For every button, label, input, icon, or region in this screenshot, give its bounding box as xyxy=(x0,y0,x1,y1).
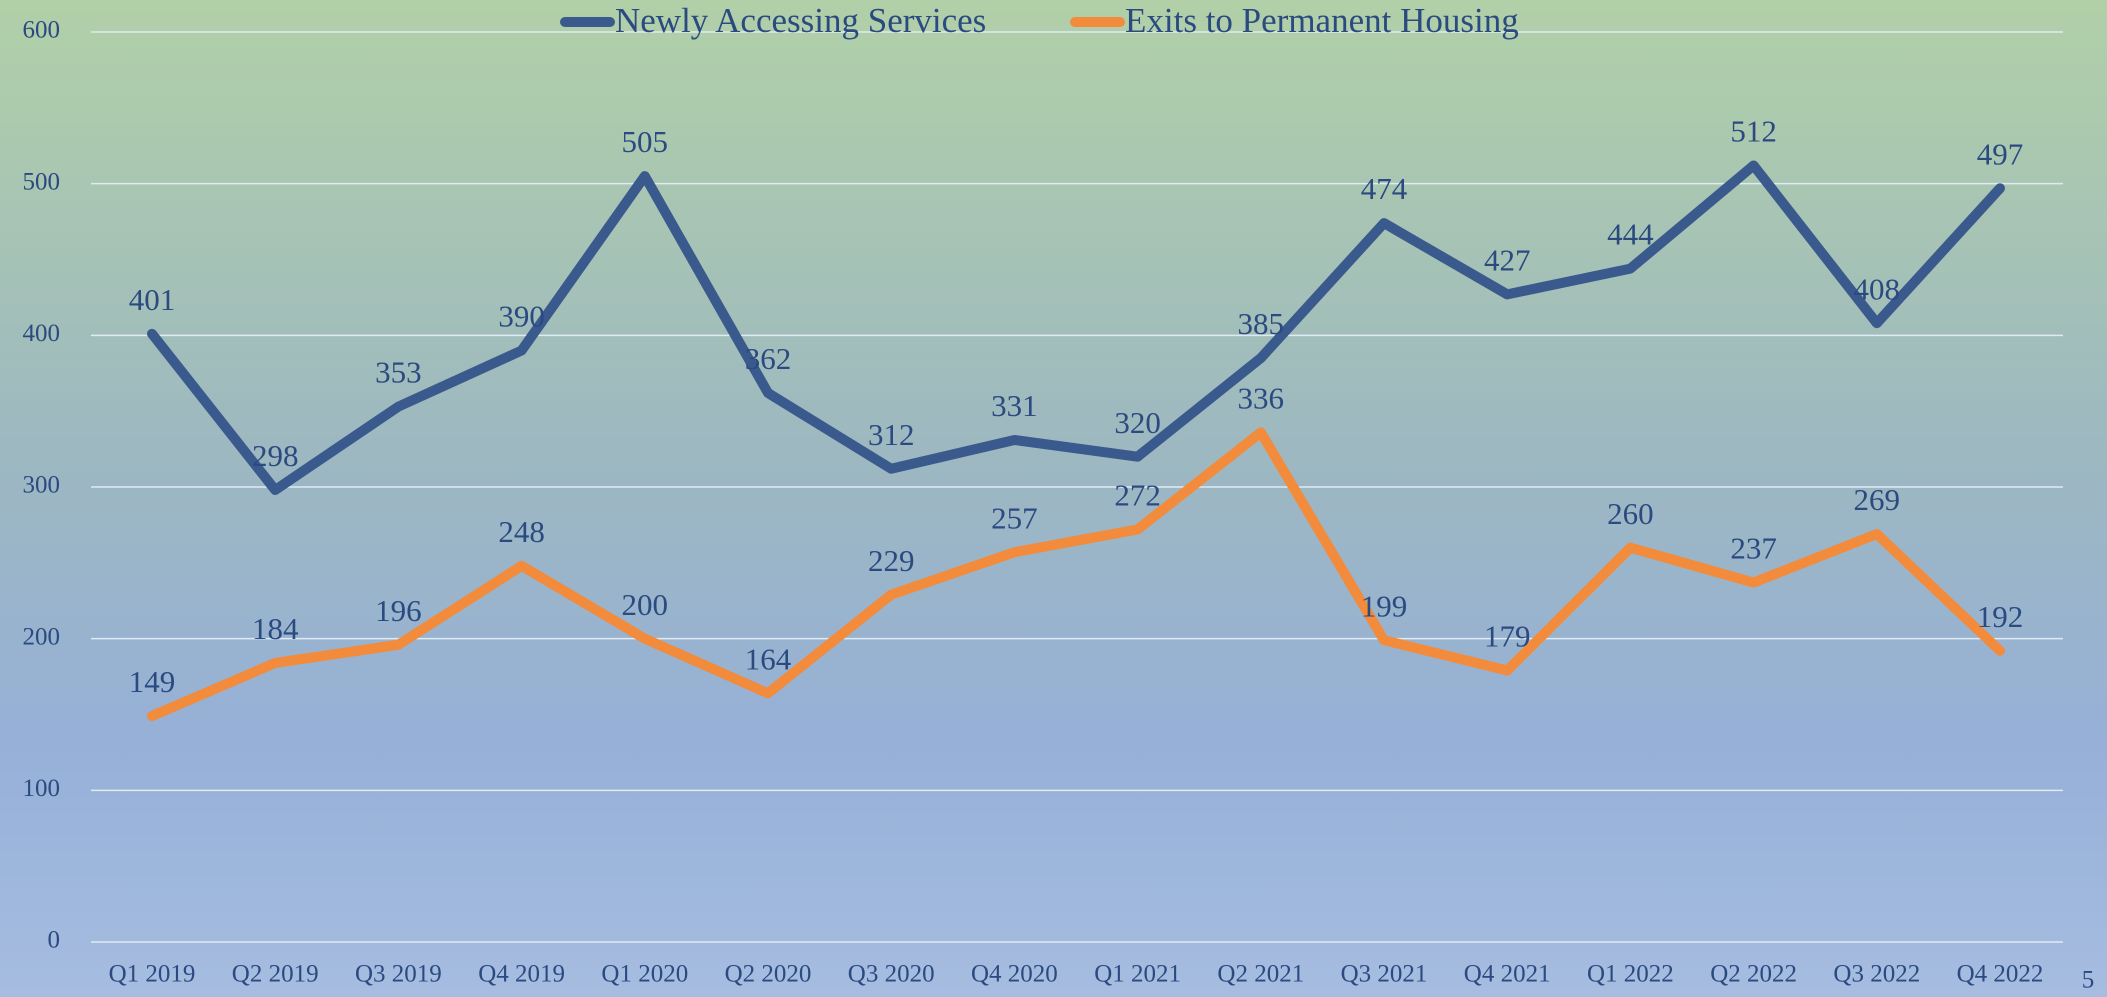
x-tick-label: Q2 2019 xyxy=(232,961,319,988)
data-label: 192 xyxy=(1977,599,2024,634)
y-tick-label: 100 xyxy=(23,775,61,802)
data-label: 390 xyxy=(498,299,545,334)
x-tick-label: Q2 2022 xyxy=(1710,961,1797,988)
data-label: 248 xyxy=(498,514,545,549)
x-tick-label: Q2 2020 xyxy=(725,961,812,988)
data-label: 362 xyxy=(745,341,792,376)
data-label: 257 xyxy=(991,500,1038,535)
x-tick-label: Q1 2020 xyxy=(601,961,688,988)
data-label: 272 xyxy=(1114,478,1161,513)
data-label: 149 xyxy=(129,664,176,699)
data-label: 427 xyxy=(1484,242,1531,277)
x-tick-label: Q2 2021 xyxy=(1217,961,1304,988)
series-line xyxy=(147,160,2005,496)
data-label: 474 xyxy=(1361,171,1408,206)
data-label: 401 xyxy=(129,282,176,317)
data-label: 260 xyxy=(1607,496,1654,531)
data-label: 229 xyxy=(868,543,915,578)
data-label: 312 xyxy=(868,417,915,452)
legend-label: Exits to Permanent Housing xyxy=(1125,1,1519,40)
x-tick-label: Q4 2022 xyxy=(1957,961,2044,988)
x-tick-label: Q4 2019 xyxy=(478,961,565,988)
data-label: 512 xyxy=(1730,114,1777,149)
data-label: 353 xyxy=(375,355,422,390)
data-label: 184 xyxy=(252,611,299,646)
data-label: 320 xyxy=(1114,405,1161,440)
y-tick-label: 400 xyxy=(23,320,61,347)
data-label: 298 xyxy=(252,438,299,473)
data-label: 164 xyxy=(745,641,792,676)
data-label: 336 xyxy=(1238,381,1285,416)
y-tick-label: 0 xyxy=(48,927,61,954)
x-tick-label: Q3 2020 xyxy=(848,961,935,988)
series-line xyxy=(147,427,2005,722)
data-label: 196 xyxy=(375,593,422,628)
legend-label: Newly Accessing Services xyxy=(615,1,986,40)
data-label: 385 xyxy=(1238,306,1285,341)
data-label: 331 xyxy=(991,388,1038,423)
x-tick-label: Q1 2019 xyxy=(109,961,196,988)
x-tick-label: Q4 2021 xyxy=(1464,961,1551,988)
x-tick-label: Q1 2021 xyxy=(1094,961,1181,988)
data-label: 497 xyxy=(1977,136,2024,171)
y-tick-label: 500 xyxy=(23,168,61,195)
data-label: 237 xyxy=(1730,531,1777,566)
x-tick-label: Q4 2020 xyxy=(971,961,1058,988)
data-label: 505 xyxy=(622,124,669,159)
data-label: 179 xyxy=(1484,619,1531,654)
y-tick-label: 300 xyxy=(23,472,61,499)
x-tick-label: Q1 2022 xyxy=(1587,961,1674,988)
data-label: 200 xyxy=(622,587,669,622)
x-tick-label: Q3 2022 xyxy=(1833,961,1920,988)
x-tick-label: Q3 2019 xyxy=(355,961,442,988)
data-label: 269 xyxy=(1854,482,1901,517)
y-tick-label: 600 xyxy=(23,17,61,44)
data-label: 444 xyxy=(1607,217,1654,252)
data-label: 408 xyxy=(1854,271,1901,306)
data-label: 199 xyxy=(1361,588,1408,623)
x-tick-label: Q3 2021 xyxy=(1341,961,1428,988)
page-number: 5 xyxy=(2082,967,2095,994)
y-tick-label: 200 xyxy=(23,623,61,650)
